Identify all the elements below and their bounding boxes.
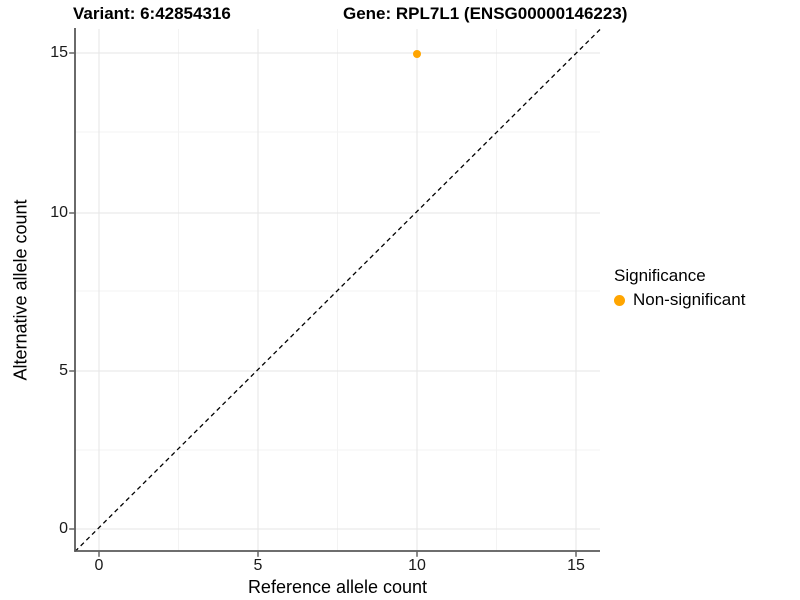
plot-title-variant: Variant: 6:42854316 [73, 4, 231, 23]
plot-title-gene: Gene: RPL7L1 (ENSG00000146223) [343, 4, 628, 23]
y-axis-title: Alternative allele count [10, 199, 31, 381]
x-axis-title: Reference allele count [247, 577, 428, 597]
x-tick-label-0: 0 [94, 557, 104, 574]
y-axis-tick-marks [69, 52, 75, 530]
x-axis-tick-marks [98, 551, 577, 557]
y-tick-label-0: 0 [59, 520, 68, 537]
legend: Significance Non-significant [614, 265, 745, 310]
y-tick-label-5: 5 [59, 362, 68, 379]
major-gridlines [75, 29, 600, 551]
y-tick-label-10: 10 [50, 204, 68, 221]
y-tick-label-15: 15 [50, 44, 68, 61]
legend-marker-circle-icon [614, 294, 625, 306]
legend-item-non-significant: Non-significant [614, 290, 745, 310]
x-tick-label-15: 15 [567, 557, 585, 574]
data-point [413, 50, 421, 58]
x-tick-label-5: 5 [253, 557, 263, 574]
legend-title: Significance [614, 266, 706, 285]
legend-item-label: Non-significant [633, 290, 746, 309]
identity-reference-line [74, 29, 601, 552]
x-tick-label-10: 10 [408, 557, 426, 574]
